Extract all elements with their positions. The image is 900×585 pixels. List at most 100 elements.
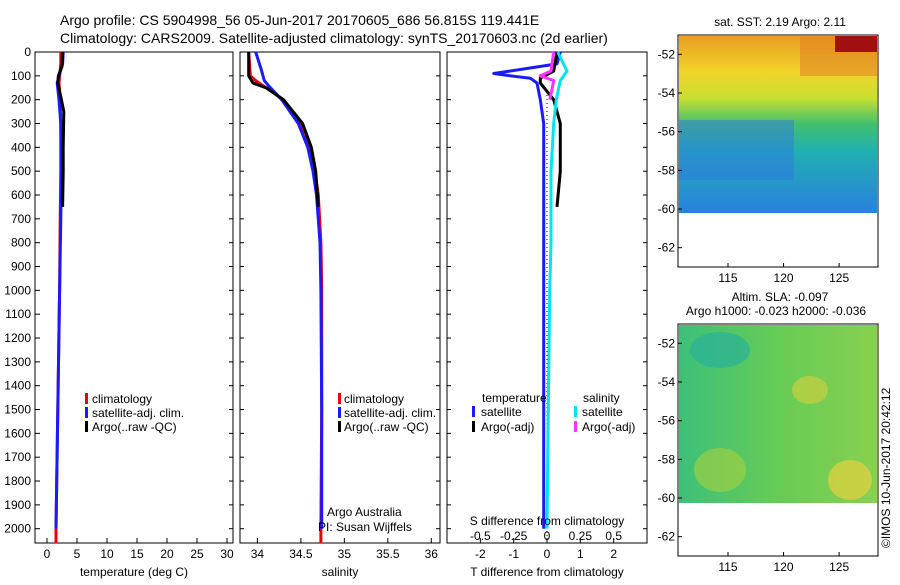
legend-label-argo: Argo(..raw -QC)	[344, 420, 429, 434]
t-difference-tick-label: 1	[577, 547, 584, 561]
temperature-legend: climatology satellite-adj. clim. Argo(..…	[85, 392, 184, 434]
legend-swatch-climatology	[85, 393, 88, 404]
legend-swatch-argo	[338, 421, 341, 432]
sla-lat-tick-label: -60	[658, 491, 676, 505]
salinity-tick-label: 34.5	[289, 547, 313, 561]
depth-tick-label: 300	[11, 117, 31, 131]
t-difference-tick-label: -2	[475, 547, 486, 561]
temperature-tick-label: 30	[220, 547, 234, 561]
depth-tick-label: 500	[11, 164, 31, 178]
depth-tick-label: 600	[11, 188, 31, 202]
salinity-axis: 34 34.5 35 35.5 36	[251, 538, 439, 561]
salinity-series	[247, 51, 324, 543]
depth-axis: 0 100 200 300 400 500 600 700 800 900 1000 1100 1200…	[4, 45, 40, 536]
sst-lat-tick-label: -56	[658, 125, 676, 139]
t-difference-axis: -2 -1 0 1 2	[475, 538, 617, 561]
sla-lon-tick-label: 120	[774, 560, 794, 574]
legend-swatch-t-satellite	[472, 406, 475, 417]
depth-tick-label: 1400	[4, 379, 31, 393]
sst-lat-tick-label: -60	[658, 202, 676, 216]
temperature-plot-frame	[34, 51, 234, 544]
legend-swatch-climatology	[338, 393, 341, 404]
s-difference-tick-label: -0.25	[500, 529, 528, 543]
depth-tick-label: 1600	[4, 426, 31, 440]
t-difference-tick-label: 2	[610, 547, 617, 561]
depth-tick-marks	[229, 51, 647, 530]
s-difference-tick-label: 0.5	[605, 529, 622, 543]
sla-lat-tick-label: -54	[658, 375, 676, 389]
imos-watermark: ©IMOS 10-Jun-2017 20:42:12	[879, 387, 893, 548]
salinity-tick-label: 36	[425, 547, 439, 561]
temperature-tick-label: 20	[160, 547, 174, 561]
legend-label-t-argo: Argo(-adj)	[481, 420, 534, 434]
figure-title-line2: Climatology: CARS2009. Satellite-adjuste…	[60, 30, 608, 46]
legend-swatch-argo	[85, 421, 88, 432]
temperature-xlabel: temperature (deg C)	[80, 565, 188, 579]
sst-map-title: sat. SST: 2.19 Argo: 2.11	[714, 15, 846, 29]
legend-label-satellite: satellite-adj. clim.	[344, 406, 436, 420]
t-difference-xlabel: T difference from climatology	[470, 565, 624, 579]
legend-label-s-satellite: satellite	[582, 405, 623, 419]
sla-lat-tick-label: -58	[658, 452, 676, 466]
temperature-tick-label: 25	[190, 547, 204, 561]
t-difference-tick-label: -1	[508, 547, 519, 561]
difference-series	[492, 51, 569, 543]
s-difference-tick-label: -0.5	[470, 529, 491, 543]
sst-lat-tick-label: -54	[658, 86, 676, 100]
temperature-tick-label: 0	[44, 547, 51, 561]
depth-tick-label: 1800	[4, 474, 31, 488]
sla-low-patch	[690, 332, 750, 368]
sla-map: 115 120 125 -52 -54 -56 -58 -60 -62	[658, 323, 879, 574]
legend-swatch-s-satellite	[574, 406, 577, 417]
sst-lon-tick-label: 115	[718, 271, 737, 285]
sla-lat-tick-label: -52	[658, 336, 676, 350]
depth-tick-label: 0	[24, 45, 31, 59]
legend-heading-temperature: temperature	[482, 391, 547, 405]
sla-lat-tick-label: -56	[658, 414, 676, 428]
salinity-tick-label: 35.5	[376, 547, 400, 561]
legend-swatch-t-argo	[472, 421, 475, 432]
credit-line1: Argo Australia	[327, 505, 402, 519]
depth-tick-label: 400	[11, 140, 31, 154]
depth-tick-label: 800	[11, 236, 31, 250]
legend-label-t-satellite: satellite	[481, 405, 522, 419]
salinity-tick-label: 35	[338, 547, 352, 561]
legend-swatch-s-argo	[574, 421, 577, 432]
s-difference-tick-label: 0.25	[569, 529, 593, 543]
sst-map: 115 120 125 -52 -54 -56 -58 -60 -62	[658, 34, 879, 285]
sla-lon-tick-label: 125	[829, 560, 849, 574]
legend-label-s-argo: Argo(-adj)	[582, 420, 635, 434]
salinity-legend: climatology satellite-adj. clim. Argo(..…	[338, 392, 436, 434]
sla-map-subtitle: Argo h1000: -0.023 h2000: -0.036	[686, 304, 866, 318]
legend-label-climatology: climatology	[344, 392, 404, 406]
depth-tick-label: 700	[11, 212, 31, 226]
temperature-series	[54, 51, 66, 543]
sst-lat-tick-label: -52	[658, 47, 676, 61]
depth-tick-label: 1000	[4, 283, 31, 297]
legend-heading-salinity: salinity	[583, 391, 620, 405]
t-difference-tick-label: 0	[544, 547, 551, 561]
sst-lat-tick-label: -62	[658, 241, 676, 255]
legend-swatch-satellite	[85, 407, 88, 418]
legend-label-argo: Argo(..raw -QC)	[92, 420, 177, 434]
temperature-tick-label: 5	[74, 547, 81, 561]
depth-tick-label: 1100	[5, 307, 31, 321]
sst-lon-tick-label: 125	[829, 271, 849, 285]
depth-tick-label: 100	[11, 69, 31, 83]
depth-tick-label: 900	[11, 260, 31, 274]
depth-tick-label: 2000	[4, 522, 31, 536]
depth-tick-label: 1500	[4, 403, 31, 417]
legend-label-satellite: satellite-adj. clim.	[92, 406, 184, 420]
salinity-xlabel: salinity	[322, 565, 359, 579]
sla-lat-tick-label: -62	[658, 530, 676, 544]
figure-title-line1: Argo profile: CS 5904998_56 05-Jun-2017 …	[60, 12, 539, 28]
sst-hot-patch	[835, 36, 877, 52]
sst-map-axes: 115 120 125 -52 -54 -56 -58 -60 -62	[658, 47, 850, 285]
depth-tick-label: 1900	[4, 498, 31, 512]
temperature-axis: 0 5 10 15 20 25 30	[44, 538, 234, 561]
depth-tick-label: 1700	[4, 450, 31, 464]
series-line-salinity-satellite	[545, 51, 569, 529]
credit-line2: PI: Susan Wijffels	[318, 520, 412, 534]
series-line-salinity-argo-adj-	[538, 51, 556, 101]
